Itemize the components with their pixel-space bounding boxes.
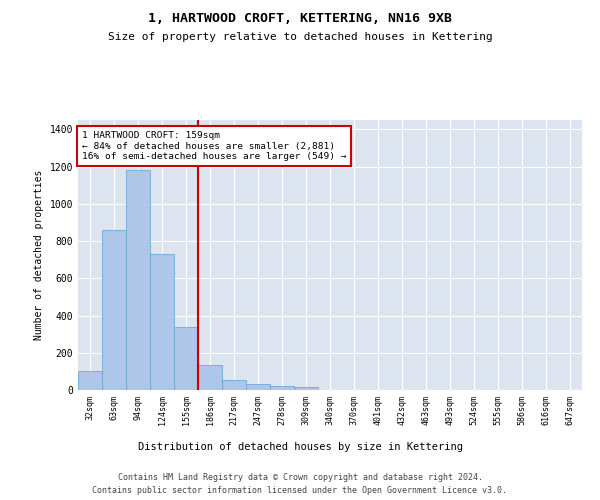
Bar	[102, 230, 126, 390]
Text: Contains public sector information licensed under the Open Government Licence v3: Contains public sector information licen…	[92, 486, 508, 495]
Bar	[126, 170, 150, 390]
Text: 1, HARTWOOD CROFT, KETTERING, NN16 9XB: 1, HARTWOOD CROFT, KETTERING, NN16 9XB	[148, 12, 452, 26]
Text: Distribution of detached houses by size in Kettering: Distribution of detached houses by size …	[137, 442, 463, 452]
Bar	[198, 365, 222, 390]
Bar	[174, 326, 198, 390]
Bar	[150, 254, 174, 390]
Bar	[78, 372, 102, 390]
Text: 1 HARTWOOD CROFT: 159sqm
← 84% of detached houses are smaller (2,881)
16% of sem: 1 HARTWOOD CROFT: 159sqm ← 84% of detach…	[82, 131, 346, 161]
Text: Contains HM Land Registry data © Crown copyright and database right 2024.: Contains HM Land Registry data © Crown c…	[118, 472, 482, 482]
Bar	[294, 387, 318, 390]
Bar	[270, 386, 294, 390]
Text: Size of property relative to detached houses in Kettering: Size of property relative to detached ho…	[107, 32, 493, 42]
Bar	[222, 380, 246, 390]
Bar	[246, 384, 270, 390]
Y-axis label: Number of detached properties: Number of detached properties	[34, 170, 44, 340]
